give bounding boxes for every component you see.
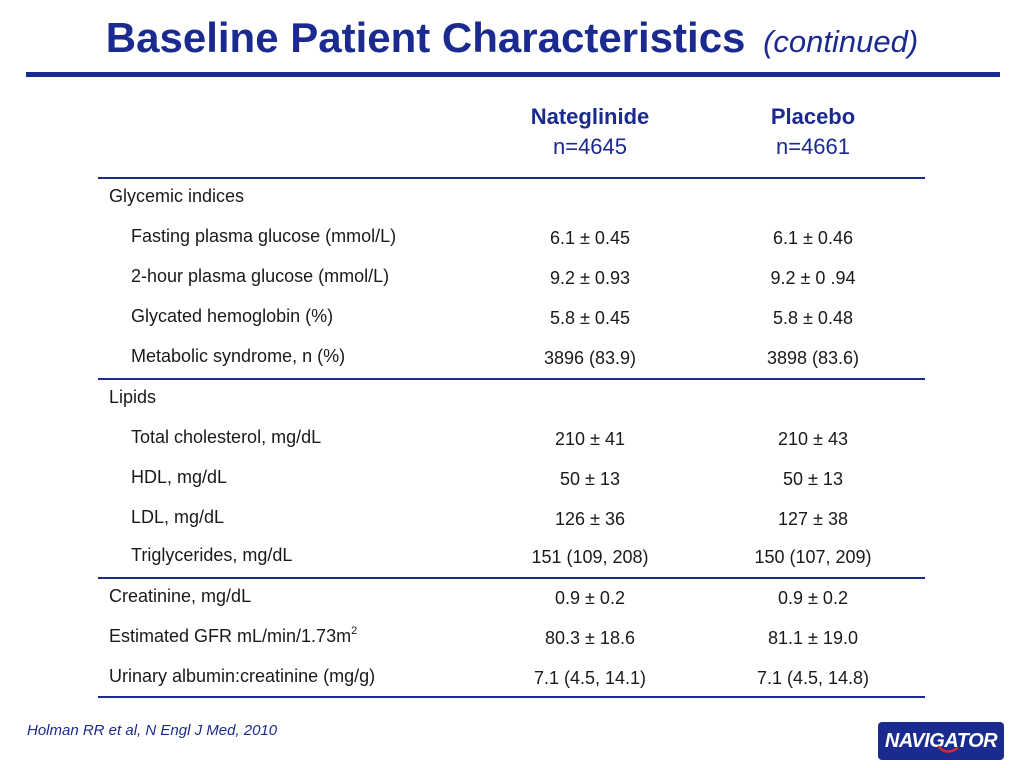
placebo-value: 3898 (83.6) [766, 348, 860, 368]
table-row: Urinary albumin:creatinine (mg/g) 7.1 (4… [0, 664, 1024, 688]
citation: Holman RR et al, N Engl J Med, 2010 [27, 722, 278, 739]
nateglinide-value: 50 ± 13 [560, 469, 620, 489]
navigator-logo: NAVIGATOR [878, 722, 1004, 760]
table-rule-top [98, 177, 925, 179]
row-label: Lipids [109, 387, 157, 407]
table-rule-lipids [98, 378, 925, 380]
logo-text: NAVIGATOR [884, 730, 998, 752]
column-header-nateglinide: Nateglinide n=4645 [480, 102, 700, 162]
table-row: Triglycerides, mg/dL 151 (109, 208) 150 … [0, 543, 1024, 567]
row-label: Creatinine, mg/dL [109, 586, 252, 606]
row-label: HDL, mg/dL [131, 467, 228, 487]
slide-title-main: Baseline Patient Characteristics [105, 14, 746, 61]
logo-swoosh-icon [937, 745, 959, 753]
nateglinide-value: 5.8 ± 0.45 [550, 308, 630, 328]
table-row: HDL, mg/dL 50 ± 13 50 ± 13 [0, 465, 1024, 489]
placebo-value: 150 (107, 209) [754, 547, 872, 567]
placebo-value: 50 ± 13 [783, 469, 843, 489]
row-label: Fasting plasma glucose (mmol/L) [131, 226, 397, 246]
nateglinide-value: 126 ± 36 [555, 509, 625, 529]
row-label: Urinary albumin:creatinine (mg/g) [109, 666, 376, 686]
table-rule-other [98, 577, 925, 579]
nateglinide-value: 3896 (83.9) [543, 348, 637, 368]
placebo-value: 81.1 ± 19.0 [768, 628, 858, 648]
table-row: Fasting plasma glucose (mmol/L) 6.1 ± 0.… [0, 224, 1024, 248]
column-count: n=4645 [552, 134, 628, 159]
row-label: Glycated hemoglobin (%) [131, 306, 334, 326]
row-label: 2-hour plasma glucose (mmol/L) [131, 266, 390, 286]
slide-title: Baseline Patient Characteristics (contin… [0, 14, 1024, 62]
nateglinide-value: 6.1 ± 0.45 [550, 228, 630, 248]
row-label: Total cholesterol, mg/dL [131, 427, 322, 447]
placebo-value: 210 ± 43 [778, 429, 848, 449]
row-label: Triglycerides, mg/dL [131, 545, 293, 565]
placebo-value: 7.1 (4.5, 14.8) [756, 668, 870, 688]
table-row: 2-hour plasma glucose (mmol/L) 9.2 ± 0.9… [0, 264, 1024, 288]
row-label: LDL, mg/dL [131, 507, 225, 527]
table-row: LDL, mg/dL 126 ± 36 127 ± 38 [0, 505, 1024, 529]
placebo-value: 5.8 ± 0.48 [773, 308, 853, 328]
nateglinide-value: 7.1 (4.5, 14.1) [533, 668, 647, 688]
table-row: Estimated GFR mL/min/1.73m2 80.3 ± 18.6 … [0, 624, 1024, 648]
column-count: n=4661 [775, 134, 851, 159]
nateglinide-value: 9.2 ± 0.93 [550, 268, 630, 288]
nateglinide-value: 210 ± 41 [555, 429, 625, 449]
row-label-gfr: Estimated GFR mL/min/1.73m2 [109, 624, 357, 648]
nateglinide-value: 0.9 ± 0.2 [555, 588, 625, 608]
column-header-placebo: Placebo n=4661 [703, 102, 923, 162]
table-row: Glycated hemoglobin (%) 5.8 ± 0.45 5.8 ±… [0, 304, 1024, 328]
superscript: 2 [351, 625, 358, 637]
row-label: Metabolic syndrome, n (%) [131, 346, 346, 366]
row-label-text: Estimated GFR mL/min/1.73m [109, 626, 352, 646]
row-label: Glycemic indices [109, 186, 245, 206]
column-name: Nateglinide [530, 104, 650, 129]
nateglinide-value: 80.3 ± 18.6 [545, 628, 635, 648]
table-row: Metabolic syndrome, n (%) 3896 (83.9) 38… [0, 344, 1024, 368]
table-row: Creatinine, mg/dL 0.9 ± 0.2 0.9 ± 0.2 [0, 584, 1024, 608]
title-underline [26, 72, 1000, 77]
table-row-section-lipids: Lipids [0, 385, 1024, 409]
column-name: Placebo [770, 104, 856, 129]
placebo-value: 9.2 ± 0 .94 [770, 268, 856, 288]
nateglinide-value: 151 (109, 208) [531, 547, 649, 567]
table-rule-bottom [98, 696, 925, 698]
placebo-value: 0.9 ± 0.2 [778, 588, 848, 608]
table-row: Total cholesterol, mg/dL 210 ± 41 210 ± … [0, 425, 1024, 449]
table-row-section-glycemic: Glycemic indices [0, 184, 1024, 208]
placebo-value: 6.1 ± 0.46 [773, 228, 853, 248]
slide-title-sub: (continued) [763, 24, 919, 59]
placebo-value: 127 ± 38 [778, 509, 848, 529]
